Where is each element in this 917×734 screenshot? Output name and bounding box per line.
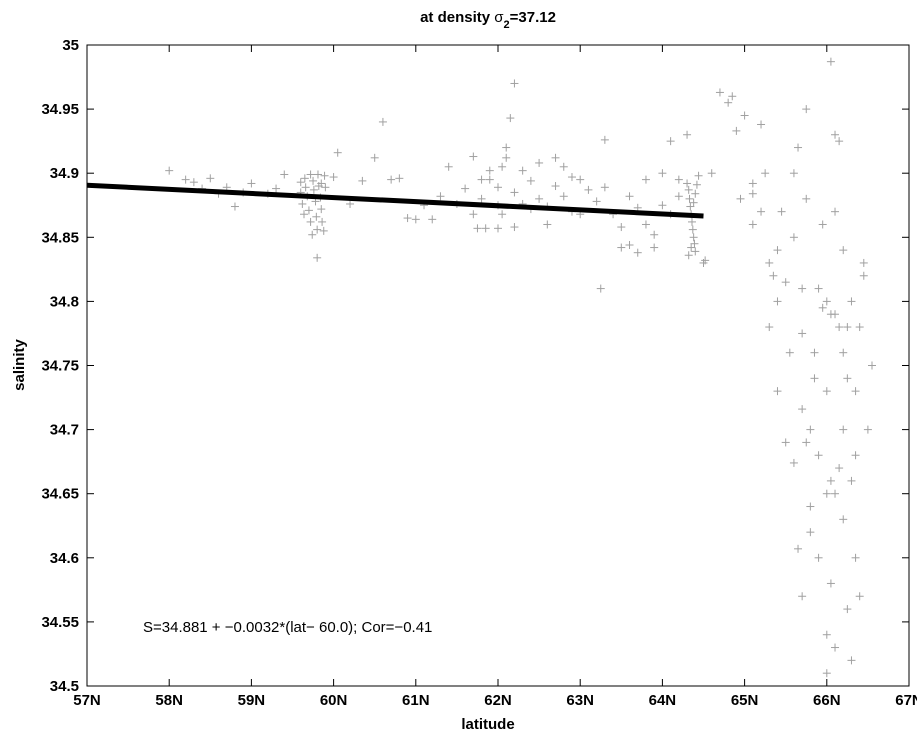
y-tick-label: 35 xyxy=(62,37,79,54)
regression-annotation: S=34.881 + −0.0032*(lat− 60.0); Cor=−0.4… xyxy=(143,619,432,636)
y-tick-label: 34.8 xyxy=(50,293,79,310)
x-axis-label: latitude xyxy=(461,716,514,733)
y-tick-label: 34.65 xyxy=(41,486,79,503)
x-tick-label: 67N xyxy=(895,692,917,709)
y-tick-label: 34.6 xyxy=(50,550,79,567)
y-tick-label: 34.55 xyxy=(41,614,79,631)
x-tick-label: 58N xyxy=(155,692,183,709)
plot-area xyxy=(87,45,909,686)
x-tick-label: 62N xyxy=(484,692,512,709)
y-tick-label: 34.7 xyxy=(50,422,79,439)
chart-title: at density σ2=37.12 xyxy=(420,9,556,31)
y-tick-label: 34.85 xyxy=(41,229,79,246)
y-tick-label: 34.9 xyxy=(50,165,79,182)
chart-title-suffix: =37.12 xyxy=(510,9,556,26)
y-tick-label: 34.5 xyxy=(50,678,79,695)
y-axis-label: salinity xyxy=(11,338,28,390)
x-tick-label: 64N xyxy=(649,692,677,709)
x-tick-label: 65N xyxy=(731,692,759,709)
x-tick-label: 59N xyxy=(238,692,266,709)
y-tick-label: 34.75 xyxy=(41,358,79,375)
chart-title-prefix: at density xyxy=(420,9,494,26)
y-tick-label: 34.95 xyxy=(41,101,79,118)
x-tick-label: 61N xyxy=(402,692,430,709)
x-tick-label: 60N xyxy=(320,692,348,709)
x-tick-label: 63N xyxy=(566,692,594,709)
x-tick-label: 66N xyxy=(813,692,841,709)
